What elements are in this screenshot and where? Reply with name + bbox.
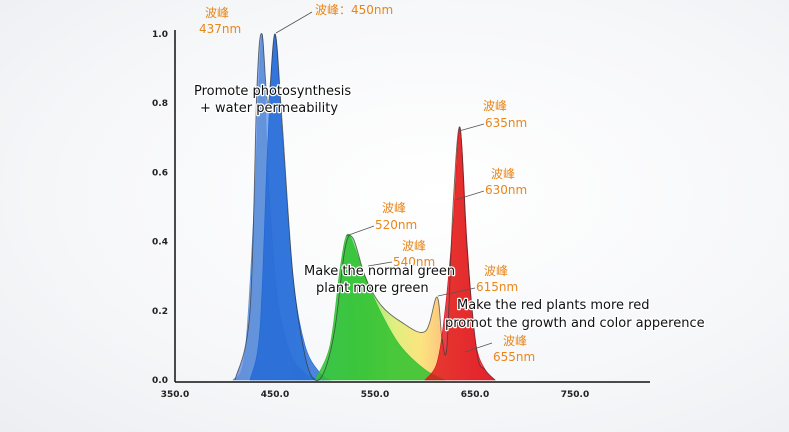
peak-437-value: 437nm xyxy=(199,22,241,36)
peak-450-label: 波峰：450nm xyxy=(315,3,393,17)
x-tick-label: 650.0 xyxy=(461,390,489,400)
blue-note-line1: Promote photosynthesis xyxy=(194,84,351,99)
y-tick-label: 1.0 xyxy=(152,30,168,40)
green-note-line1: Make the normal green xyxy=(304,264,455,279)
spectrum-peak-3 xyxy=(314,233,446,381)
peak-655-label: 波峰 xyxy=(503,334,527,348)
peak-615-label: 波峰 xyxy=(484,264,508,278)
peak-655-value: 655nm xyxy=(493,350,535,364)
peak-437-label: 波峰 xyxy=(205,6,229,20)
y-tick-label: 0.4 xyxy=(152,238,168,248)
peak-450-leader xyxy=(275,11,313,34)
x-tick-label: 450.0 xyxy=(261,390,289,400)
peak-630-value: 630nm xyxy=(485,183,527,197)
peak-630-label: 波峰 xyxy=(491,167,515,181)
tick-layer: 350.0 450.0 550.0 650.0 750.0 0.0 0.2 0.4 0.6 0.8… xyxy=(152,30,589,400)
peak-540-value: 540nm xyxy=(393,255,435,269)
peak-635-leader xyxy=(458,123,485,132)
x-tick-label: 350.0 xyxy=(161,390,189,400)
green-note-line2: plant more green xyxy=(316,281,429,296)
peak-540-leader xyxy=(367,261,393,267)
peak-635-label: 波峰 xyxy=(483,99,507,113)
peak-630-leader xyxy=(454,190,485,201)
peak-655-leader xyxy=(464,342,493,353)
y-tick-label: 0.0 xyxy=(152,376,168,386)
peak-615-value: 615nm xyxy=(476,280,518,294)
peak-520-label: 波峰 xyxy=(382,201,406,215)
x-tick-label: 550.0 xyxy=(361,390,389,400)
peak-540-label: 波峰 xyxy=(402,239,426,253)
y-tick-label: 0.6 xyxy=(152,168,168,178)
y-tick-label: 0.8 xyxy=(152,99,168,109)
red-note-line1: Make the red plants more red xyxy=(457,298,649,313)
spectrum-peak-2 xyxy=(249,33,331,381)
effect-notes: Promote photosynthesis + water permeabil… xyxy=(193,83,706,333)
peak-520-leader xyxy=(345,225,375,237)
peak-635-value: 635nm xyxy=(485,116,527,130)
x-tick-label: 750.0 xyxy=(561,390,589,400)
overall-spectrum-line xyxy=(234,33,496,382)
peak-520-value: 520nm xyxy=(375,218,417,232)
peak-annotations: 波峰 437nm 波峰：450nm 波峰 635nm 波峰 630nm 波峰 5… xyxy=(199,3,535,364)
red-note-line2: promot the growth and color apperence xyxy=(445,316,705,331)
peak-615-leader xyxy=(437,287,476,297)
blue-note-line2: + water permeability xyxy=(200,101,338,116)
y-tick-label: 0.2 xyxy=(152,307,168,317)
series-layer xyxy=(232,33,496,381)
